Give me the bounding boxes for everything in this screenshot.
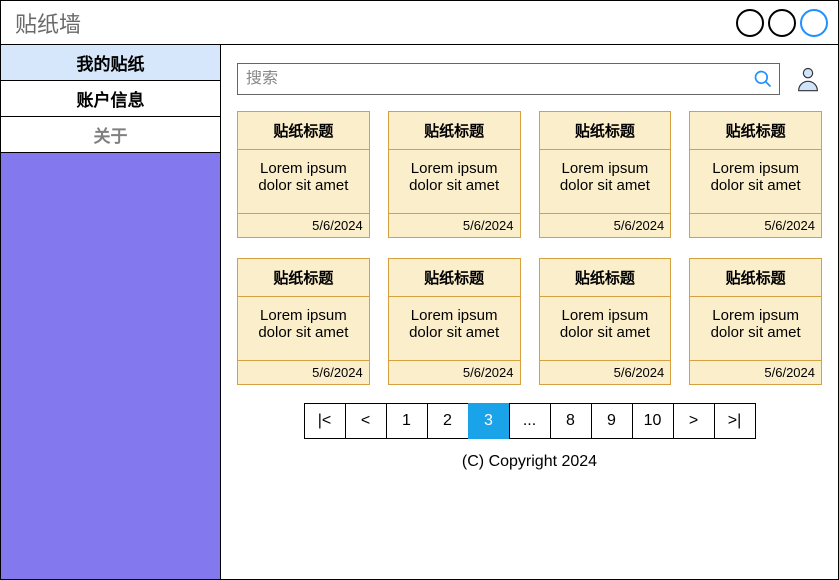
sticker-date: 5/6/2024	[540, 361, 671, 384]
sticker-title: 贴纸标题	[238, 112, 369, 150]
pager-page-3[interactable]: 3	[468, 403, 510, 439]
search-wrap	[237, 63, 780, 95]
sticker-date: 5/6/2024	[690, 214, 821, 237]
pager-prev[interactable]: <	[345, 403, 387, 439]
sticker-card[interactable]: 贴纸标题Lorem ipsum dolor sit amet5/6/2024	[237, 258, 370, 385]
sticker-card[interactable]: 贴纸标题Lorem ipsum dolor sit amet5/6/2024	[388, 258, 521, 385]
window-control-3[interactable]	[800, 9, 828, 37]
pager: |<<123...8910>>|	[237, 403, 822, 439]
app-window: 贴纸墙 我的贴纸账户信息关于	[0, 0, 839, 580]
titlebar: 贴纸墙	[1, 1, 838, 45]
window-control-2[interactable]	[768, 9, 796, 37]
window-control-1[interactable]	[736, 9, 764, 37]
sticker-date: 5/6/2024	[389, 361, 520, 384]
sticker-grid: 贴纸标题Lorem ipsum dolor sit amet5/6/2024贴纸…	[237, 111, 822, 385]
pager-next[interactable]: >	[673, 403, 715, 439]
sticker-date: 5/6/2024	[690, 361, 821, 384]
sticker-title: 贴纸标题	[540, 112, 671, 150]
pager-last[interactable]: >|	[714, 403, 756, 439]
sticker-date: 5/6/2024	[238, 361, 369, 384]
pager-page-10[interactable]: 10	[632, 403, 674, 439]
sticker-body: Lorem ipsum dolor sit amet	[389, 297, 520, 361]
sticker-title: 贴纸标题	[389, 259, 520, 297]
search-input[interactable]	[246, 70, 753, 88]
sticker-title: 贴纸标题	[540, 259, 671, 297]
search-icon[interactable]	[753, 69, 773, 89]
sidebar: 我的贴纸账户信息关于	[1, 45, 221, 579]
sticker-body: Lorem ipsum dolor sit amet	[238, 297, 369, 361]
footer-copyright: (C) Copyright 2024	[237, 449, 822, 479]
pager-page-2[interactable]: 2	[427, 403, 469, 439]
app-body: 我的贴纸账户信息关于 贴纸标题Lorem ipsum dolor sit ame…	[1, 45, 838, 579]
sticker-card[interactable]: 贴纸标题Lorem ipsum dolor sit amet5/6/2024	[388, 111, 521, 238]
user-icon[interactable]	[794, 65, 822, 93]
sidebar-item-0[interactable]: 我的贴纸	[1, 45, 220, 81]
sticker-body: Lorem ipsum dolor sit amet	[389, 150, 520, 214]
sidebar-item-1[interactable]: 账户信息	[1, 81, 220, 117]
sticker-body: Lorem ipsum dolor sit amet	[690, 297, 821, 361]
sticker-body: Lorem ipsum dolor sit amet	[690, 150, 821, 214]
sticker-card[interactable]: 贴纸标题Lorem ipsum dolor sit amet5/6/2024	[689, 111, 822, 238]
sticker-card[interactable]: 贴纸标题Lorem ipsum dolor sit amet5/6/2024	[539, 258, 672, 385]
sticker-card[interactable]: 贴纸标题Lorem ipsum dolor sit amet5/6/2024	[237, 111, 370, 238]
pager-page-9[interactable]: 9	[591, 403, 633, 439]
sticker-date: 5/6/2024	[540, 214, 671, 237]
window-controls	[736, 9, 828, 37]
sticker-body: Lorem ipsum dolor sit amet	[238, 150, 369, 214]
pager-page-1[interactable]: 1	[386, 403, 428, 439]
search-row	[237, 63, 822, 95]
sticker-body: Lorem ipsum dolor sit amet	[540, 297, 671, 361]
pager-ellipsis: ...	[509, 403, 551, 439]
window-title: 贴纸墙	[15, 7, 81, 39]
sticker-card[interactable]: 贴纸标题Lorem ipsum dolor sit amet5/6/2024	[689, 258, 822, 385]
sticker-title: 贴纸标题	[690, 112, 821, 150]
sticker-date: 5/6/2024	[389, 214, 520, 237]
sticker-title: 贴纸标题	[238, 259, 369, 297]
pager-first[interactable]: |<	[304, 403, 346, 439]
pager-page-8[interactable]: 8	[550, 403, 592, 439]
sticker-title: 贴纸标题	[389, 112, 520, 150]
sticker-date: 5/6/2024	[238, 214, 369, 237]
sidebar-item-2[interactable]: 关于	[1, 117, 220, 153]
sticker-card[interactable]: 贴纸标题Lorem ipsum dolor sit amet5/6/2024	[539, 111, 672, 238]
main-panel: 贴纸标题Lorem ipsum dolor sit amet5/6/2024贴纸…	[221, 45, 838, 579]
sticker-title: 贴纸标题	[690, 259, 821, 297]
sticker-body: Lorem ipsum dolor sit amet	[540, 150, 671, 214]
